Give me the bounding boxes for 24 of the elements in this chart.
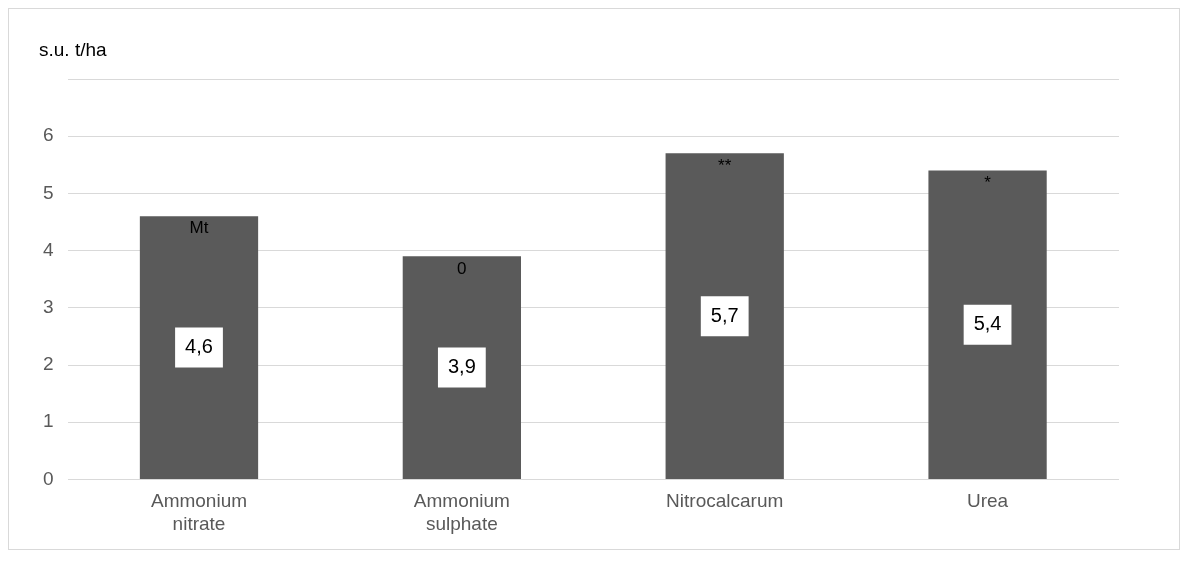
x-tick-label: Ammonium nitrate	[150, 490, 248, 534]
data-label: 4,6	[185, 335, 213, 358]
y-tick-label: 6	[42, 124, 54, 146]
annotation: 0	[457, 258, 467, 278]
y-axis-title: s.u. t/ha	[39, 39, 108, 61]
bar	[402, 256, 521, 479]
y-tick-label: 0	[42, 467, 54, 489]
x-tick-label: Nitrocalcarum	[666, 490, 784, 512]
data-label: 5,7	[710, 303, 739, 326]
y-tick-label: 5	[42, 181, 54, 203]
bar	[139, 216, 259, 479]
bar	[928, 170, 1047, 479]
annotation: **	[718, 155, 732, 175]
y-tick-label: 4	[42, 238, 54, 260]
data-label: 5,4	[973, 312, 1002, 335]
y-tick-label: 2	[42, 353, 54, 375]
x-tick-label: Ammonium sulphate	[413, 490, 510, 534]
x-tick-label: Urea	[966, 490, 1009, 512]
annotation: Mt	[189, 218, 209, 238]
data-label: 3,9	[447, 355, 476, 378]
y-tick-label: 1	[42, 410, 54, 432]
y-tick-label: 3	[42, 296, 54, 318]
annotation: *	[984, 172, 992, 192]
bar	[665, 153, 784, 479]
